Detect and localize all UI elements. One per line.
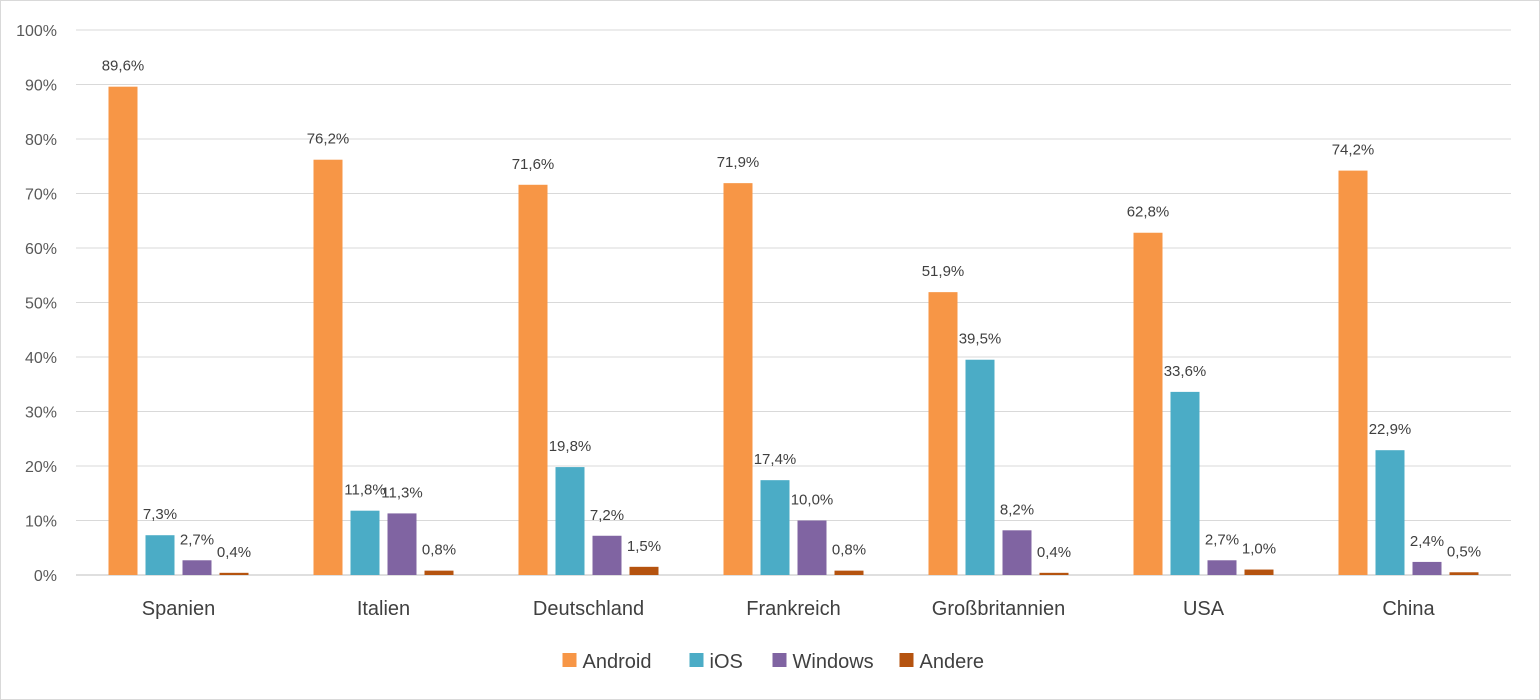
data-label: 11,8% — [344, 482, 385, 499]
y-tick-label: 60% — [25, 241, 57, 258]
x-axis-categories: Spanien Italien Deutschland Frankreich Großb… — [142, 598, 1436, 620]
data-label: 22,9% — [1369, 421, 1412, 438]
category-label: Italien — [357, 598, 410, 620]
legend-swatch-andere — [899, 653, 914, 667]
category-label: Spanien — [142, 598, 215, 620]
legend-swatch-windows — [772, 653, 787, 667]
data-label: 10,0% — [791, 492, 834, 509]
bars — [108, 86, 1479, 576]
data-label: 7,3% — [143, 506, 177, 523]
y-tick-label: 70% — [25, 187, 57, 204]
bar-ios — [1170, 391, 1200, 575]
data-label: 17,4% — [754, 451, 797, 468]
y-tick-label: 100% — [16, 23, 57, 40]
bar-ios — [1375, 450, 1405, 575]
bar-android — [928, 292, 958, 575]
data-label: 1,5% — [627, 538, 661, 555]
data-label: 1,0% — [1242, 541, 1276, 558]
category-label: Deutschland — [533, 598, 644, 620]
data-label: 0,8% — [422, 542, 456, 559]
category-label: Großbritannien — [932, 598, 1065, 620]
data-label: 51,9% — [922, 263, 965, 280]
bar-windows — [592, 535, 622, 575]
bar-ios — [965, 359, 995, 575]
data-labels: 89,6%7,3%2,7%0,4%76,2%11,8%11,3%0,8%71,6… — [102, 58, 1481, 561]
data-label: 71,9% — [717, 154, 760, 171]
legend-label: Andere — [920, 651, 985, 673]
y-tick-label: 0% — [34, 568, 57, 585]
data-label: 33,6% — [1164, 363, 1207, 380]
bar-android — [1133, 232, 1163, 576]
bar-andere — [1039, 572, 1069, 575]
bar-ios — [760, 480, 790, 575]
data-label: 39,5% — [959, 331, 1002, 348]
bar-andere — [629, 566, 659, 575]
y-tick-label: 50% — [25, 296, 57, 313]
y-tick-label: 40% — [25, 350, 57, 367]
data-label: 2,7% — [1205, 531, 1239, 548]
data-label: 74,2% — [1332, 142, 1375, 159]
bar-windows — [387, 513, 417, 575]
data-label: 8,2% — [1000, 501, 1034, 518]
legend-swatch-android — [562, 653, 577, 667]
bar-andere — [424, 570, 454, 575]
data-label: 7,2% — [590, 507, 624, 524]
bar-android — [108, 86, 138, 576]
legend-label: iOS — [710, 651, 743, 673]
bar-andere — [834, 570, 864, 575]
bar-andere — [1244, 569, 1274, 575]
bar-windows — [1412, 561, 1442, 575]
bar-android — [723, 183, 753, 575]
category-label: China — [1382, 598, 1435, 620]
bar-windows — [1207, 560, 1237, 575]
legend-swatch-ios — [689, 653, 704, 667]
data-label: 0,5% — [1447, 543, 1481, 560]
data-label: 19,8% — [549, 438, 592, 455]
bar-android — [313, 159, 343, 575]
data-label: 0,8% — [832, 542, 866, 559]
legend-label: Android — [583, 651, 652, 673]
data-label: 62,8% — [1127, 204, 1170, 221]
data-label: 0,4% — [217, 544, 251, 561]
bar-android — [1338, 170, 1368, 576]
data-label: 2,7% — [180, 531, 214, 548]
bar-andere — [219, 572, 249, 575]
y-tick-label: 30% — [25, 405, 57, 422]
bar-andere — [1449, 572, 1479, 575]
data-label: 0,4% — [1037, 544, 1071, 561]
data-label: 71,6% — [512, 156, 555, 173]
bar-windows — [797, 520, 827, 575]
data-label: 89,6% — [102, 58, 145, 75]
bar-windows — [182, 560, 212, 575]
bar-ios — [555, 467, 585, 575]
bar-ios — [145, 535, 175, 575]
y-tick-label: 80% — [25, 132, 57, 149]
y-axis-ticks: 0% 10% 20% 30% 40% 50% 60% 70% 80% 90% 100% — [16, 23, 57, 585]
data-label: 76,2% — [307, 131, 350, 148]
legend-label: Windows — [793, 651, 874, 673]
y-tick-label: 20% — [25, 459, 57, 476]
bar-ios — [350, 510, 380, 575]
category-label: Frankreich — [746, 598, 840, 620]
bar-windows — [1002, 530, 1032, 575]
data-label: 2,4% — [1410, 533, 1444, 550]
legend: Android iOS Windows Andere — [562, 651, 985, 673]
category-label: USA — [1183, 598, 1225, 620]
bar-android — [518, 184, 548, 575]
y-tick-label: 90% — [25, 78, 57, 95]
y-tick-label: 10% — [25, 514, 57, 531]
data-label: 11,3% — [381, 484, 422, 501]
